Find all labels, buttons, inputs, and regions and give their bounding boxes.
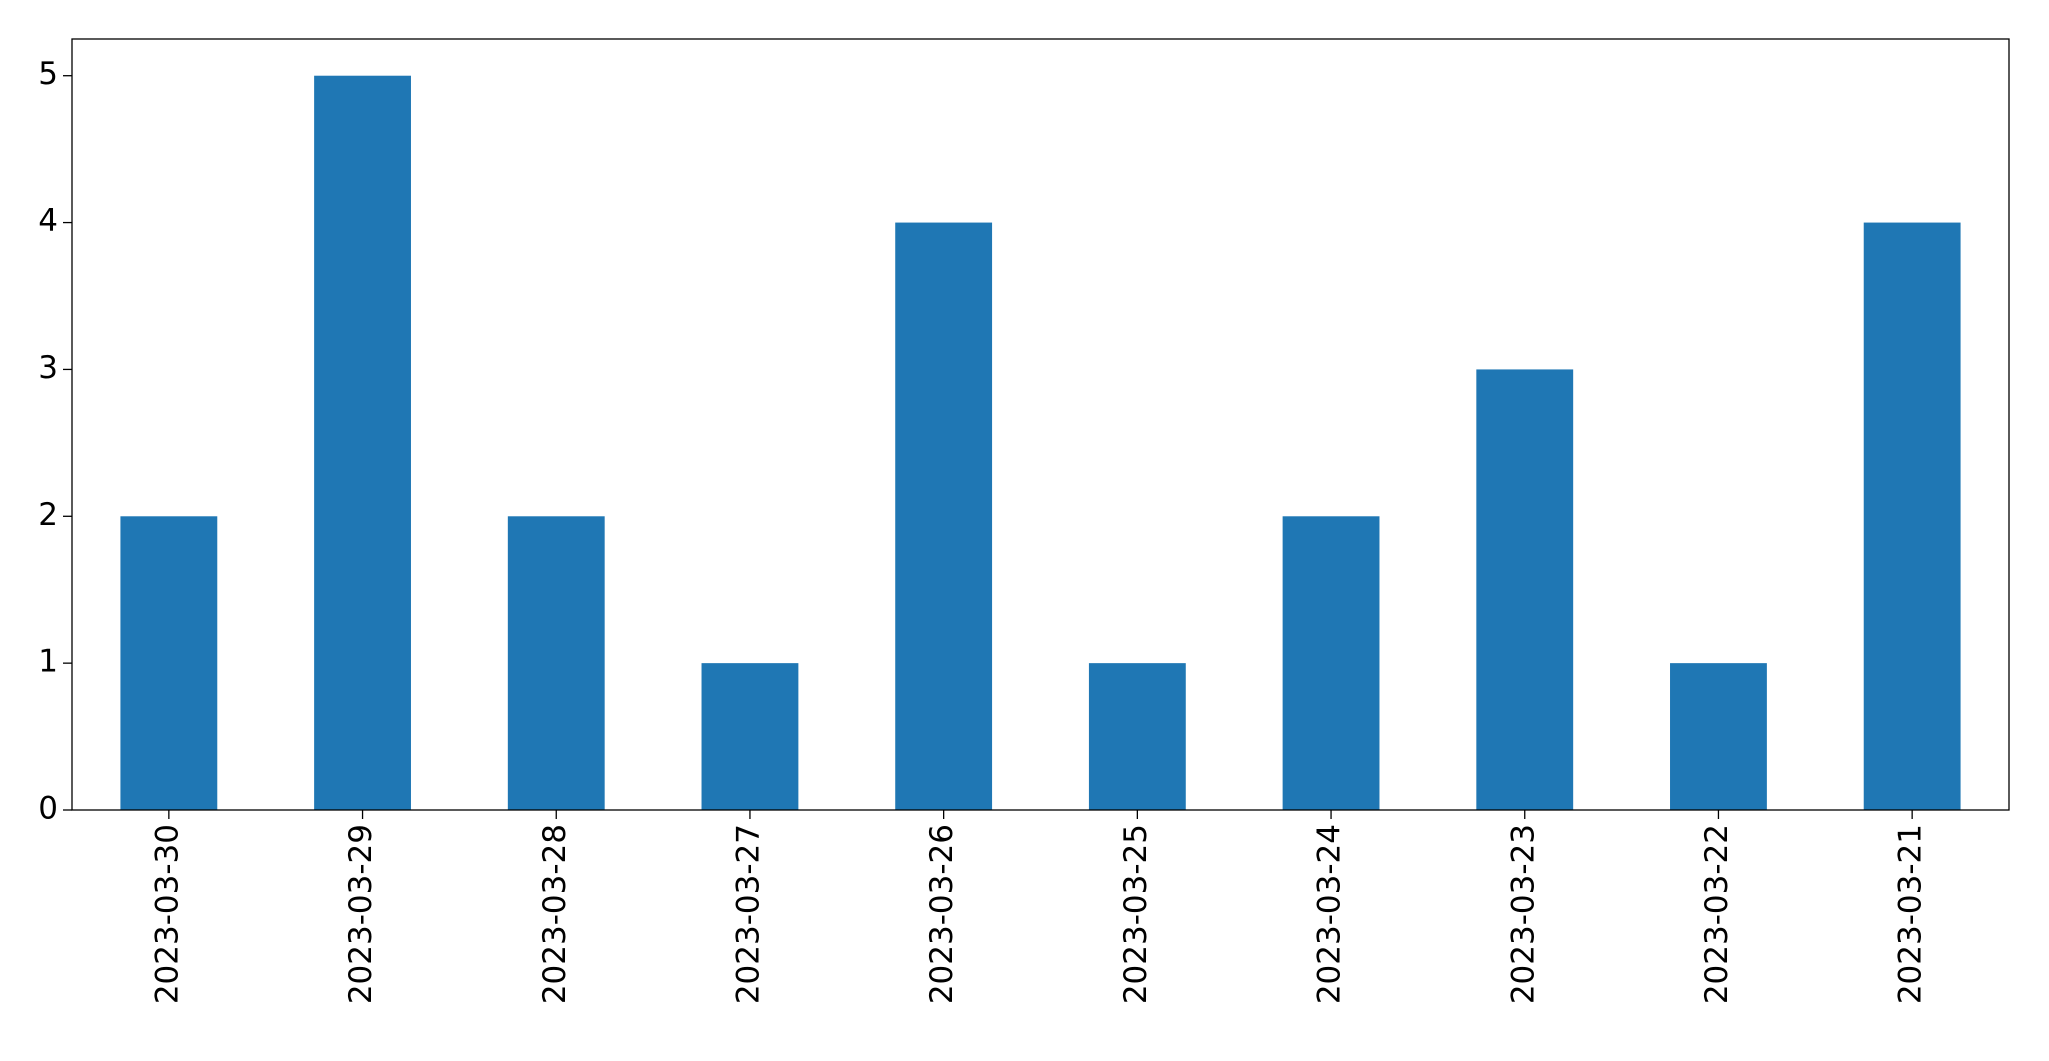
bar [701, 663, 799, 810]
x-tick-label: 2023-03-22 [1699, 824, 1735, 1004]
x-tick-label: 2023-03-30 [149, 824, 185, 1004]
bar [1088, 663, 1186, 810]
bar [1863, 222, 1961, 811]
bar [120, 516, 218, 810]
x-tick-label: 2023-03-23 [1505, 824, 1541, 1004]
x-tick-label: 2023-03-24 [1312, 824, 1348, 1004]
bar [507, 516, 605, 810]
y-tick-label: 2 [38, 497, 58, 533]
bar [895, 222, 993, 811]
plot-frame [71, 38, 2010, 811]
bar [314, 75, 411, 810]
bar [1476, 369, 1574, 810]
x-tick-label: 2023-03-21 [1893, 824, 1929, 1004]
x-tick-label: 2023-03-28 [537, 824, 573, 1004]
x-tick-label: 2023-03-26 [924, 824, 960, 1004]
bar [1670, 663, 1767, 810]
y-tick-label: 5 [38, 56, 58, 92]
y-tick-label: 0 [38, 791, 58, 827]
bar [1282, 516, 1380, 810]
y-tick-label: 3 [38, 350, 58, 386]
y-tick-label: 4 [38, 203, 58, 239]
x-tick-label: 2023-03-29 [343, 824, 379, 1004]
y-tick-label: 1 [38, 644, 58, 680]
x-tick-label: 2023-03-25 [1118, 824, 1154, 1004]
x-tick-label: 2023-03-27 [730, 824, 766, 1004]
